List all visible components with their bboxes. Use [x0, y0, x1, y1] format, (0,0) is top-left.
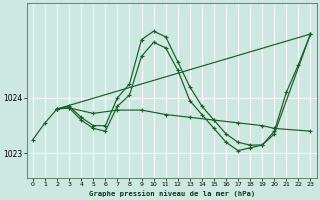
- X-axis label: Graphe pression niveau de la mer (hPa): Graphe pression niveau de la mer (hPa): [89, 190, 255, 197]
